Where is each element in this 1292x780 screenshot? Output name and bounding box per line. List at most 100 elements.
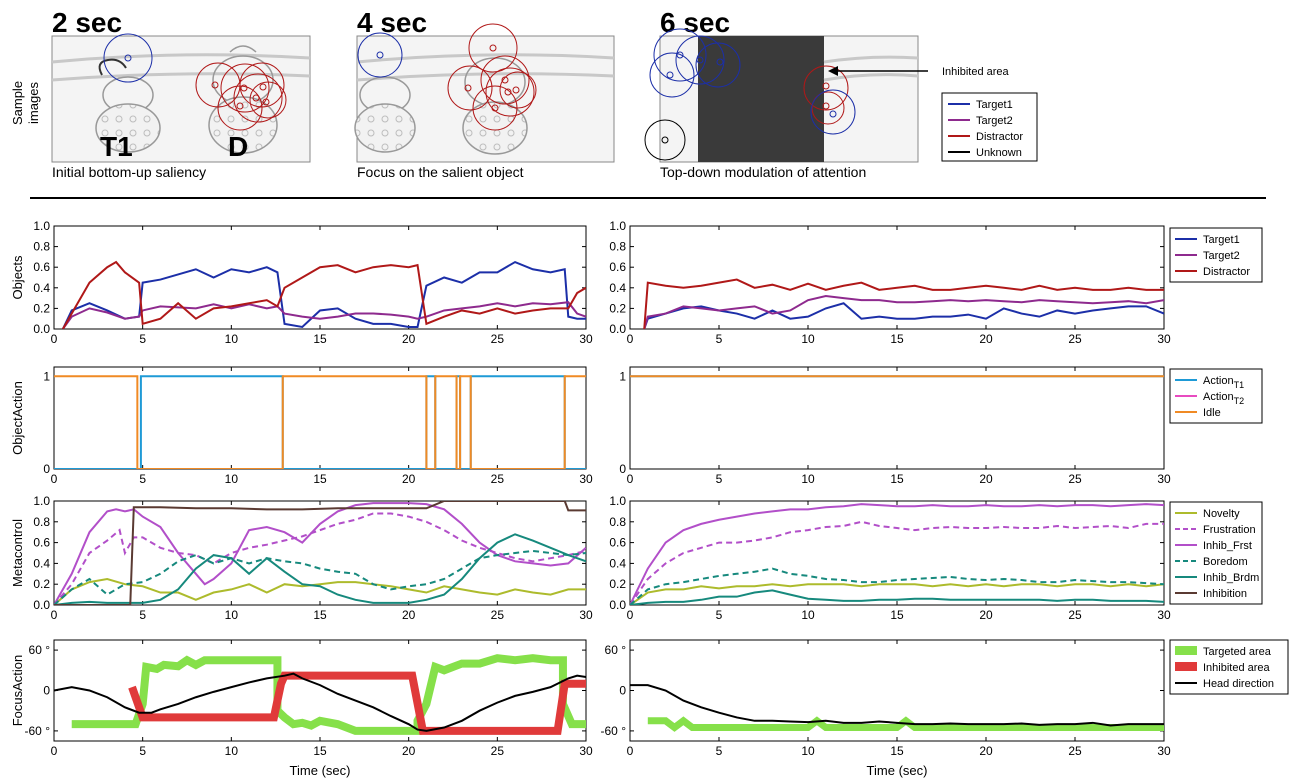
x-tick-label: 20 [402,744,416,758]
x-tick-label: 0 [51,608,58,622]
x-tick-label: 0 [627,472,634,486]
y-tick-label: 1.0 [33,219,50,233]
y-tick-label: -60 ° [601,724,627,738]
legend-swatch [1175,646,1197,655]
x-tick-label: 5 [139,332,146,346]
panel-caption: Focus on the salient object [357,164,524,180]
x-tick-label: 15 [890,472,904,486]
y-tick-label: 1.0 [33,494,50,508]
y-tick-label: 0.6 [609,260,626,274]
y-tick-label: 1 [619,369,626,383]
y-tick-label: 0.2 [33,577,50,591]
legend-objects: Target1 Target2 Distractor [1169,227,1263,283]
plot-area [643,278,1164,329]
x-axis-label: Time (sec) [867,763,928,778]
y-tick-label: 0.0 [33,598,50,612]
y-tick-label: 0.8 [33,240,50,254]
band-targeted [71,654,586,735]
x-tick-label: 15 [313,608,327,622]
y-tick-label: -60 ° [25,724,51,738]
legend-label: Frustration [1203,524,1256,536]
y-tick-label: 0.8 [609,515,626,529]
legend-metacontrol: Novelty Frustration Inhib_Frst Boredom Inhib… [1169,501,1263,605]
series-head [54,672,586,732]
series-inhib_frst [630,503,1164,605]
series-boredom [630,567,1164,605]
inhibited-area-annotation: Inhibited area [942,66,1010,78]
x-tick-label: 0 [627,744,634,758]
legend-label: Distractor [1203,266,1250,278]
object-label-d: D [228,131,248,162]
series-inhibition [54,501,586,605]
legend-label: Unknown [976,147,1022,159]
x-tick-label: 0 [51,472,58,486]
object-t1-sketch [95,58,161,153]
saliency-circles [357,23,537,131]
x-tick-label: 0 [51,332,58,346]
chart-objectaction-right: 0 5 10 15 20 25 30 0 1 [619,366,1171,486]
legend-label: Target1 [976,99,1013,111]
x-axis-label: Time (sec) [290,763,351,778]
saliency-circles [644,28,856,161]
x-tick-label: 10 [225,332,239,346]
sample-images-section: Sample images 2 sec T1 D [10,7,1038,180]
sample-images-legend: Target1 Target2 Distractor Unknown [941,92,1038,162]
object-label-t1: T1 [100,131,133,162]
x-tick-label: 0 [627,332,634,346]
legend-label: Target2 [1203,250,1240,262]
x-tick-label: 25 [1068,744,1082,758]
plot-area [630,503,1164,605]
y-tick-label: 0.6 [33,536,50,550]
x-tick-label: 25 [491,472,505,486]
y-tick-label: 0.0 [609,598,626,612]
panel-time-label: 2 sec [52,7,122,38]
x-tick-label: 30 [1157,472,1171,486]
x-tick-label: 10 [225,744,239,758]
x-tick-label: 10 [801,744,815,758]
legend-label: Inhib_Frst [1203,540,1252,552]
plot-frame [629,225,1165,330]
legend-label: Distractor [976,131,1023,143]
chart-metacontrol-left: 0 5 10 15 20 25 30 0.0 0.2 0.4 0.6 0.8 1.0 Metacontro… [10,494,593,622]
y-tick-label: 1.0 [609,494,626,508]
x-tick-label: 5 [716,472,723,486]
series-idle [54,375,586,469]
series-novelty [54,577,586,605]
plot-frame [53,366,587,470]
x-tick-label: 30 [579,472,593,486]
saliency-circles [103,33,287,131]
x-tick-label: 20 [979,744,993,758]
band-inhibited [128,671,586,735]
series-action_t1 [54,375,586,469]
charts-area: 0 5 10 15 20 25 300.00.20.40.60.81.0ObjectsTar… [10,219,1289,778]
x-tick-label: 15 [313,472,327,486]
sample-panel-2: 4 sec Focus on the salient object [354,7,615,180]
y-tick-label: 0.2 [609,577,626,591]
legend-label: Idle [1203,407,1221,419]
series-target2 [643,295,1164,329]
chart-objectaction-left: 0 5 10 15 20 25 30 0 1 ObjectAction [10,366,593,486]
y-tick-label: 0 [43,684,50,698]
y-tick-label: 0 [43,462,50,476]
x-tick-label: 15 [890,744,904,758]
series-inhib_brdm [54,533,586,605]
y-tick-label: 0.6 [33,260,50,274]
x-tick-label: 20 [979,608,993,622]
series-novelty [630,583,1164,605]
plot-area [61,260,586,329]
legend-label: Targeted area [1203,646,1272,658]
series-target1 [61,260,586,329]
x-tick-label: 10 [801,332,815,346]
y-axis-label: FocusAction [10,655,25,727]
sample-images-label-2: images [26,82,41,124]
x-tick-label: 20 [402,472,416,486]
y-tick-label: 0.8 [609,240,626,254]
panel-time-label: 6 sec [660,7,730,38]
plot-frame [629,366,1165,470]
x-tick-label: 20 [979,472,993,486]
x-tick-label: 20 [402,332,416,346]
x-tick-label: 20 [402,608,416,622]
band-targeted [647,716,1164,732]
